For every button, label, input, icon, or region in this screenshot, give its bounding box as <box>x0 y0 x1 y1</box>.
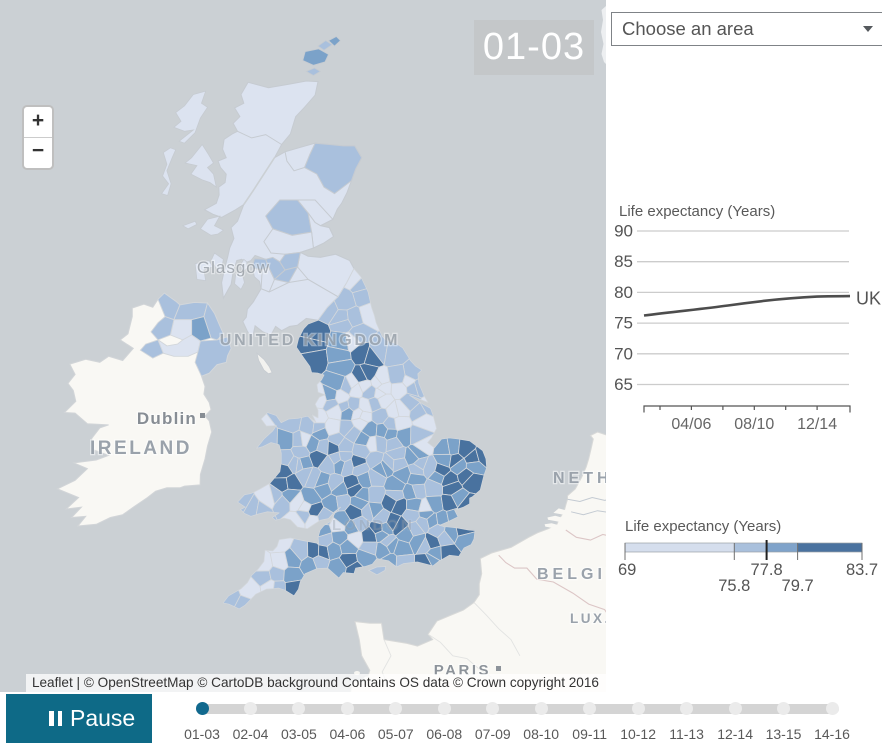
svg-text:IRELAND: IRELAND <box>90 438 192 459</box>
svg-text:83.7: 83.7 <box>846 561 878 579</box>
svg-text:77.8: 77.8 <box>751 561 783 579</box>
svg-text:79.7: 79.7 <box>782 577 814 595</box>
svg-text:90: 90 <box>614 222 633 241</box>
svg-text:69: 69 <box>618 561 636 579</box>
svg-text:04/06: 04/06 <box>671 416 711 433</box>
svg-text:NETHERLANDS: NETHERLANDS <box>553 470 606 487</box>
svg-text:12/14: 12/14 <box>797 416 837 433</box>
svg-text:70: 70 <box>614 344 633 363</box>
svg-text:08/10: 08/10 <box>734 416 774 433</box>
svg-text:75: 75 <box>614 314 633 333</box>
svg-text:Dublin: Dublin <box>137 409 197 428</box>
svg-text:Life expectancy (Years): Life expectancy (Years) <box>619 203 775 220</box>
svg-text:LONDON: LONDON <box>332 517 415 534</box>
svg-text:LUX.: LUX. <box>570 611 606 626</box>
svg-text:UNITED KINGDOM: UNITED KINGDOM <box>220 332 401 349</box>
svg-text:Glasgow: Glasgow <box>197 258 270 277</box>
svg-text:85: 85 <box>614 252 633 271</box>
svg-text:80: 80 <box>614 283 633 302</box>
svg-text:UK: UK <box>856 289 881 309</box>
svg-text:BELGIUM: BELGIUM <box>537 566 606 583</box>
svg-text:Life expectancy (Years): Life expectancy (Years) <box>625 518 781 535</box>
svg-text:65: 65 <box>614 375 633 394</box>
svg-text:75.8: 75.8 <box>718 577 750 595</box>
